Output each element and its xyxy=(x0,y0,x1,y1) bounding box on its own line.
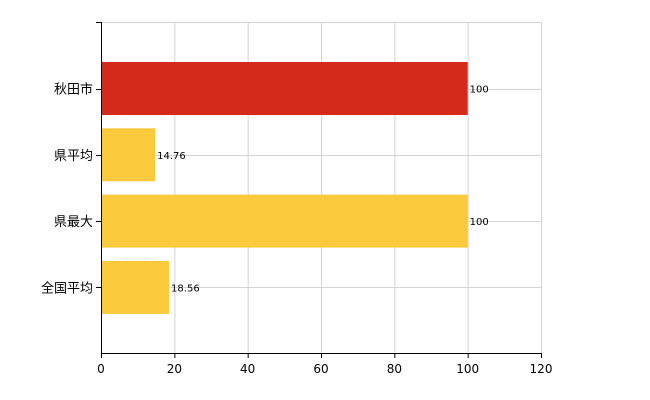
x-tick-label: 0 xyxy=(97,362,105,376)
category-label: 秋田市 xyxy=(54,82,93,98)
bars xyxy=(102,62,468,314)
data-label: 18.56 xyxy=(171,283,200,294)
data-label: 100 xyxy=(470,217,489,228)
labels: 0 20 40 60 80 100 120 100 秋田市 14.76 県平均 100 県最大 18.56… xyxy=(41,82,552,377)
bar-3 xyxy=(102,260,170,314)
x-tick-label: 60 xyxy=(313,362,328,376)
bar-2 xyxy=(102,194,468,248)
category-label: 県平均 xyxy=(54,149,93,164)
bar-0 xyxy=(102,62,468,115)
x-tick-label: 80 xyxy=(387,362,402,376)
category-label: 全国平均 xyxy=(41,280,93,296)
axes xyxy=(96,22,542,358)
x-tick-label: 120 xyxy=(530,362,553,376)
data-label: 14.76 xyxy=(157,151,186,162)
x-tick-label: 20 xyxy=(167,362,182,376)
x-tick-label: 100 xyxy=(456,362,479,376)
x-tick-label: 40 xyxy=(240,362,255,376)
data-label: 100 xyxy=(470,85,489,96)
category-label: 県最大 xyxy=(54,215,93,230)
bar-1 xyxy=(102,128,156,182)
